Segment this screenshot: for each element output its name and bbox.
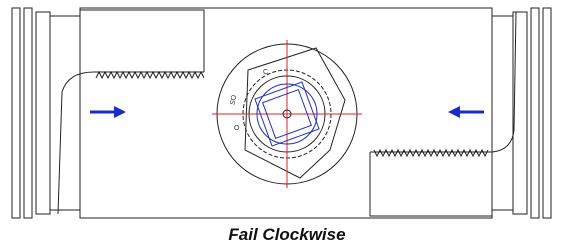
body <box>80 8 492 218</box>
pinion-label: O <box>234 125 240 132</box>
arrow-right <box>90 106 126 118</box>
page: C SO O Fail Clockwise (() => { const dat… <box>0 0 563 248</box>
pinion <box>212 40 362 188</box>
actuator-diagram: C SO O Fail Clockwise <box>0 0 563 248</box>
left-end-cap <box>12 8 80 218</box>
pinion-label: C <box>263 69 268 76</box>
caption: Fail Clockwise <box>228 225 345 244</box>
right-rack <box>370 12 516 216</box>
right-end-cap <box>492 8 551 218</box>
arrow-left <box>448 106 484 118</box>
pinion-label: SO <box>230 94 239 106</box>
